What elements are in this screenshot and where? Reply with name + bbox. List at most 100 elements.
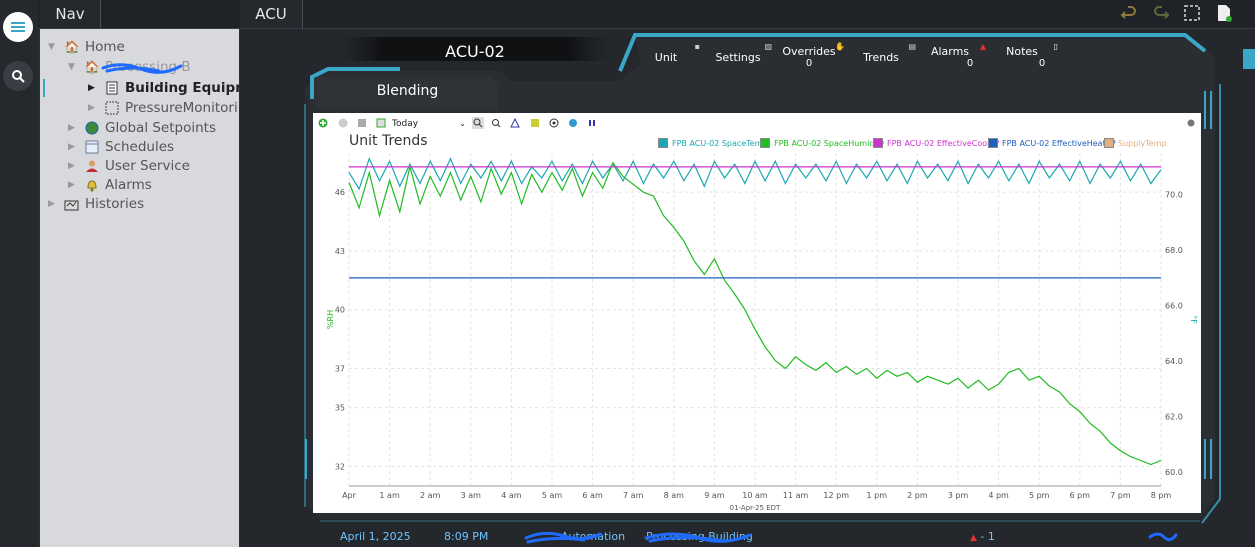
tree-item-schedules[interactable]: ▶ Schedules bbox=[68, 138, 175, 155]
status-date: April 1, 2025 bbox=[340, 529, 411, 543]
expand-arrow-icon[interactable]: ▶ bbox=[88, 102, 95, 113]
zoom-out-icon[interactable] bbox=[491, 118, 501, 128]
y-right-tick-label: 66.0 bbox=[1165, 302, 1183, 311]
tab-alarms[interactable]: Alarms ▲ 0 bbox=[930, 42, 986, 69]
notes-icon: ▯ bbox=[1053, 42, 1058, 51]
overrides-icon: ✋ bbox=[835, 42, 845, 51]
x-tick-label: 5 am bbox=[542, 491, 563, 500]
expand-arrow-icon[interactable]: ▶ bbox=[68, 160, 75, 171]
tab-acu[interactable]: ACU bbox=[240, 0, 303, 28]
bell-icon bbox=[84, 177, 100, 193]
menu-icon bbox=[11, 22, 25, 32]
redo-icon[interactable] bbox=[1152, 5, 1170, 23]
expand-arrow-icon[interactable]: ▶ bbox=[48, 198, 55, 209]
home-icon: 🏠 bbox=[84, 59, 100, 74]
histories-icon bbox=[64, 196, 80, 212]
tree-item-global-setpoints[interactable]: ▶ Global Setpoints bbox=[68, 119, 216, 136]
export-icon[interactable] bbox=[376, 118, 386, 128]
y-right-tick-label: 62.0 bbox=[1165, 413, 1183, 422]
menu-button[interactable] bbox=[3, 12, 33, 42]
legend-swatch bbox=[873, 138, 883, 148]
target-icon[interactable] bbox=[549, 118, 559, 128]
time-range-select[interactable]: Today ⌄ bbox=[392, 118, 466, 129]
redaction-scribble bbox=[644, 532, 752, 543]
globe-toolbar-icon[interactable] bbox=[568, 118, 578, 128]
redaction-scribble bbox=[1148, 532, 1178, 542]
tree-item-home[interactable]: ▼ 🏠 Home bbox=[48, 38, 125, 55]
alarm-triangle-icon: ▲ bbox=[970, 532, 977, 543]
tree-item-building-equipment[interactable]: ▶ Building Equipmen bbox=[88, 79, 239, 96]
x-tick-label: 11 am bbox=[783, 491, 809, 500]
pause-icon[interactable] bbox=[587, 118, 597, 128]
collapse-arrow-icon[interactable]: ▼ bbox=[48, 41, 55, 52]
expand-arrow-icon[interactable]: ▶ bbox=[68, 122, 75, 133]
x-tick-label: 8 pm bbox=[1151, 491, 1172, 500]
new-doc-icon[interactable] bbox=[1215, 3, 1233, 23]
legend-item-spacehumidity[interactable]: FPB ACU-02 SpaceHumidity bbox=[760, 138, 885, 148]
tab-settings[interactable]: Settings ▨ bbox=[715, 42, 772, 64]
legend-item-effectivecoolsp[interactable]: FPB ACU-02 EffectiveCoolSP bbox=[873, 138, 999, 148]
y-left-tick-label: 35 bbox=[335, 404, 345, 413]
collapse-arrow-icon[interactable]: ▼ bbox=[68, 61, 75, 72]
y-left-axis-label: %RH bbox=[326, 310, 335, 329]
tree-item-histories[interactable]: ▶ Histories bbox=[48, 195, 145, 212]
legend-item-spacetemp[interactable]: FPB ACU-02 SpaceTemp bbox=[658, 138, 768, 148]
y-right-tick-label: 60.0 bbox=[1165, 468, 1183, 477]
legend-swatch bbox=[988, 138, 998, 148]
network-icon bbox=[104, 100, 120, 116]
redaction-scribble bbox=[524, 531, 602, 543]
chart-title: Unit Trends bbox=[349, 133, 428, 149]
x-tick-label: 7 pm bbox=[1110, 491, 1131, 500]
legend-item-effectiveheatsp[interactable]: FPB ACU-02 EffectiveHeatSP bbox=[988, 138, 1116, 148]
y-left-tick-label: 40 bbox=[335, 306, 345, 315]
globe-icon bbox=[84, 120, 100, 136]
x-tick-label: 1 am bbox=[379, 491, 400, 500]
legend-item-supplytemp[interactable]: SupplyTemp bbox=[1104, 138, 1167, 148]
remove-icon[interactable] bbox=[338, 118, 348, 128]
expand-arrow-icon[interactable]: ▶ bbox=[88, 82, 95, 93]
top-bar: Nav ACU bbox=[38, 0, 1255, 29]
search-button[interactable] bbox=[3, 61, 33, 91]
settings-dot-icon[interactable] bbox=[1186, 118, 1196, 128]
unit-trends-chart[interactable]: Apr 1 am 2 am 3 am 4 am 5 am 6 am 7 am 8 am 9 am 1… bbox=[313, 113, 1201, 513]
y-left-tick-label: 46 bbox=[335, 188, 345, 197]
expand-arrow-icon[interactable]: ▶ bbox=[68, 179, 75, 190]
tab-overrides[interactable]: Overrides ✋ 0 bbox=[782, 42, 845, 69]
y-right-tick-label: 70.0 bbox=[1165, 191, 1183, 200]
tab-nav[interactable]: Nav bbox=[40, 0, 101, 28]
edit-icon[interactable] bbox=[530, 118, 540, 128]
expand-arrow-icon[interactable]: ▶ bbox=[68, 141, 75, 152]
triangle-icon[interactable] bbox=[510, 118, 520, 128]
legend-swatch bbox=[1104, 138, 1114, 148]
tree-item-alarms[interactable]: ▶ Alarms bbox=[68, 176, 152, 193]
device-title: ACU-02 bbox=[445, 41, 505, 61]
undo-icon[interactable] bbox=[1120, 5, 1138, 23]
tree-item-processing-building[interactable]: ▼ 🏠 Processing B bbox=[68, 58, 191, 75]
x-tick-label: 2 pm bbox=[907, 491, 928, 500]
tab-unit[interactable]: Unit ▪ bbox=[654, 42, 700, 64]
status-alarms[interactable]: ▲ - 1 bbox=[970, 529, 995, 543]
settings-icon: ▨ bbox=[764, 42, 772, 51]
x-tick-label: 6 am bbox=[582, 491, 603, 500]
x-tick-label: 4 am bbox=[501, 491, 522, 500]
select-icon[interactable] bbox=[1183, 4, 1201, 22]
add-icon[interactable] bbox=[318, 118, 328, 128]
tree-item-user-service[interactable]: ▶ User Service bbox=[68, 157, 190, 174]
nav-panel: ▼ 🏠 Home ▼ 🏠 Processing B ▶ Building Equ… bbox=[40, 29, 239, 547]
chart-area bbox=[313, 113, 1201, 513]
save-icon[interactable] bbox=[357, 118, 367, 128]
tab-trends[interactable]: Trends ▤ bbox=[863, 42, 916, 64]
x-axis-label: 01-Apr-25 EDT bbox=[730, 504, 781, 512]
y-left-tick-label: 43 bbox=[335, 247, 345, 256]
zoom-in-icon[interactable] bbox=[472, 117, 484, 129]
legend-swatch bbox=[658, 138, 668, 148]
y-right-tick-label: 64.0 bbox=[1165, 357, 1183, 366]
tab-notes[interactable]: Notes ▯ 0 bbox=[1006, 42, 1058, 69]
unit-icon: ▪ bbox=[694, 42, 700, 51]
tree-item-pressure-monitoring[interactable]: ▶ PressureMonitoring bbox=[88, 99, 239, 116]
calendar-icon bbox=[84, 139, 100, 155]
home-icon: 🏠 bbox=[64, 39, 80, 54]
status-bar: April 1, 2025 8:09 PM Automation Process… bbox=[306, 525, 1206, 547]
x-tick-label: 12 pm bbox=[823, 491, 849, 500]
series-line-fpb-acu-02-spacehumidity bbox=[348, 161, 1162, 466]
